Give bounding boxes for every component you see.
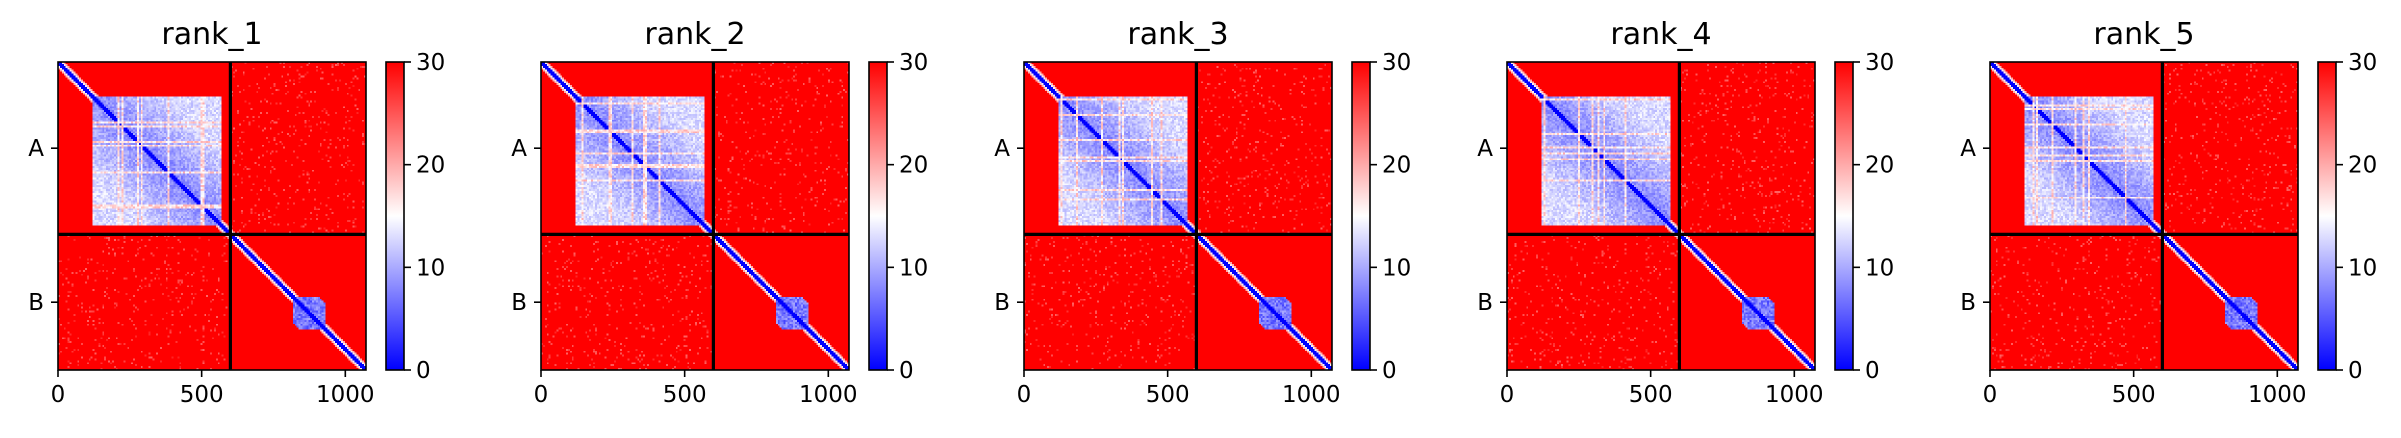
colorbar-frame [868,61,888,371]
panel-title: rank_3 [1127,17,1228,52]
x-tick-label: 0 [1500,382,1515,408]
x-tick-label: 1000 [799,382,858,408]
colorbar-tick-label: 20 [2348,153,2377,179]
x-tick-label: 0 [534,382,549,408]
colorbar-tick-label: 20 [416,153,445,179]
colorbar-frame [2317,61,2337,371]
chain-label: B [511,290,527,316]
panel-4: rank_4 0 500 1000 A B 0 10 20 30 [1477,17,1894,408]
panel-title: rank_2 [644,17,745,52]
colorbar-tick-label: 20 [1382,153,1411,179]
chain-label: B [1477,290,1493,316]
axes-frame [57,61,367,371]
colorbar-tick-label: 10 [416,255,445,281]
colorbar-tick-label: 0 [416,358,431,384]
heatmap-image [1507,62,1815,370]
axes-frame [1023,61,1333,371]
heatmap-image [1990,62,2298,370]
panel-title: rank_1 [161,17,262,52]
panel-title: rank_4 [1610,17,1711,52]
panel-1: rank_1 0 500 1000 A B 0 10 20 30 [28,17,445,408]
x-tick-label: 500 [663,382,707,408]
chain-label: A [1960,136,1976,162]
x-tick-label: 1000 [1282,382,1341,408]
x-tick-label: 500 [2112,382,2156,408]
panel-title: rank_5 [2093,17,2194,52]
colorbar-tick-label: 0 [1865,358,1880,384]
x-tick-label: 0 [1983,382,1998,408]
colorbar-tick-label: 0 [899,358,914,384]
heatmap-image [541,62,849,370]
colorbar [386,62,404,370]
chain-label: B [1960,290,1976,316]
colorbar-tick-label: 10 [1382,255,1411,281]
panel-5: rank_5 0 500 1000 A B 0 10 20 30 [1960,17,2377,408]
x-tick-label: 500 [1629,382,1673,408]
colorbar-frame [1834,61,1854,371]
chain-label: A [511,136,527,162]
chain-label: A [994,136,1010,162]
colorbar-tick-label: 30 [416,50,445,76]
colorbar-tick-label: 30 [899,50,928,76]
colorbar [869,62,887,370]
chain-label: A [1477,136,1493,162]
panel-2: rank_2 0 500 1000 A B 0 10 20 30 [511,17,928,408]
x-tick-label: 0 [1017,382,1032,408]
colorbar-tick-label: 10 [899,255,928,281]
colorbar-tick-label: 0 [1382,358,1397,384]
chain-label: A [28,136,44,162]
colorbar-tick-label: 30 [1865,50,1894,76]
panel-3: rank_3 0 500 1000 A B 0 10 20 30 [994,17,1411,408]
colorbar-frame [385,61,405,371]
colorbar-tick-label: 30 [1382,50,1411,76]
colorbar-tick-label: 20 [1865,153,1894,179]
x-tick-label: 500 [1146,382,1190,408]
x-tick-label: 0 [51,382,66,408]
chain-label: B [28,290,44,316]
chain-label: B [994,290,1010,316]
colorbar [1835,62,1853,370]
axes-frame [540,61,850,371]
colorbar-tick-label: 0 [2348,358,2363,384]
x-tick-label: 1000 [2248,382,2307,408]
axes-frame [1506,61,1816,371]
heatmap-image [1024,62,1332,370]
x-tick-label: 1000 [1765,382,1824,408]
colorbar-tick-label: 10 [1865,255,1894,281]
x-tick-label: 500 [180,382,224,408]
colorbar-tick-label: 30 [2348,50,2377,76]
x-tick-label: 1000 [316,382,375,408]
heatmap-image [58,62,366,370]
colorbar [2318,62,2336,370]
colorbar-tick-label: 10 [2348,255,2377,281]
axes-frame [1989,61,2299,371]
colorbar-tick-label: 20 [899,153,928,179]
colorbar-frame [1351,61,1371,371]
colorbar [1352,62,1370,370]
